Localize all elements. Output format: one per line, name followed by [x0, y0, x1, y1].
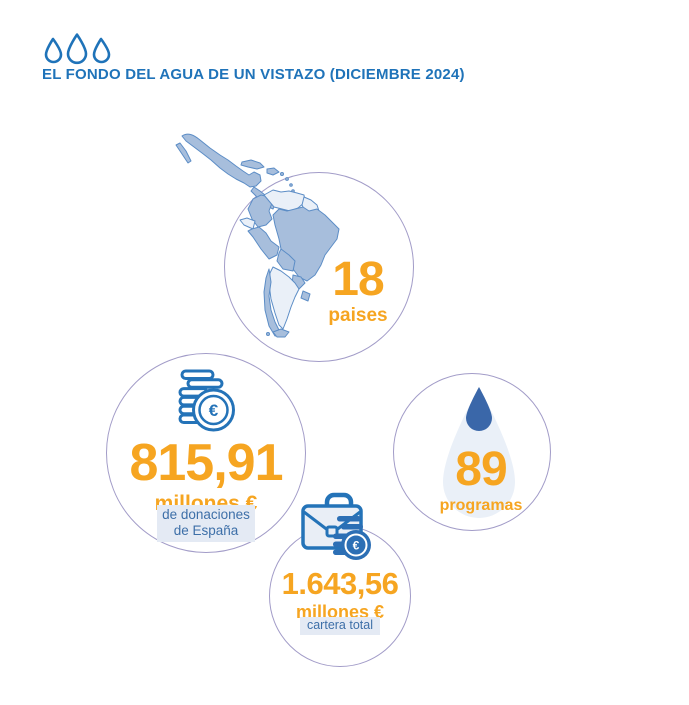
euro-symbol: € — [353, 539, 360, 553]
page-title: EL FONDO DEL AGUA DE UN VISTAZO (DICIEMB… — [42, 66, 465, 83]
donations-stat: 815,91 millones € — [106, 437, 306, 516]
latin-america-map-icon — [175, 133, 340, 338]
water-drops-logo-icon — [44, 33, 111, 65]
water-drop-dark-shape — [466, 387, 492, 431]
map-tierra-del-fuego — [272, 328, 290, 338]
portfolio-caption: cartera total — [300, 617, 380, 635]
donations-caption-line1: de donaciones — [162, 507, 250, 522]
briefcase-euro-icon: € — [301, 492, 371, 560]
map-country-uruguay — [300, 290, 311, 302]
donations-caption-line2: de España — [173, 523, 239, 538]
portfolio-value: 1.643,56 — [281, 566, 399, 601]
map-island-cuba — [240, 159, 265, 170]
euro-symbol: € — [209, 401, 219, 420]
programs-label: programas — [439, 497, 523, 514]
portfolio-stat: 1.643,56 millones € — [264, 568, 416, 623]
map-country-bolivia — [276, 248, 296, 272]
countries-value: 18 — [332, 253, 384, 306]
donations-value: 815,91 — [129, 434, 283, 492]
water-drop-light-shape — [443, 388, 515, 518]
map-baja-peninsula — [175, 142, 192, 164]
map-island-antilles — [285, 177, 289, 181]
programs-stat: 89 programas — [401, 446, 561, 515]
map-island-antilles — [289, 183, 293, 187]
donations-caption: de donaciones de España — [157, 505, 255, 542]
map-country-ecuador — [239, 217, 256, 230]
water-drop-icon — [443, 387, 515, 518]
countries-stat: 18 paises — [303, 256, 413, 327]
map-tierra-del-fuego — [266, 332, 270, 336]
map-island-hispaniola — [266, 167, 280, 176]
programs-value: 89 — [455, 443, 507, 496]
coin-stack-euro-icon: € — [178, 369, 235, 432]
map-island-antilles — [280, 172, 284, 176]
countries-label: paises — [328, 305, 388, 326]
map-country-peru — [247, 226, 280, 260]
map-country-mexico — [181, 133, 262, 188]
